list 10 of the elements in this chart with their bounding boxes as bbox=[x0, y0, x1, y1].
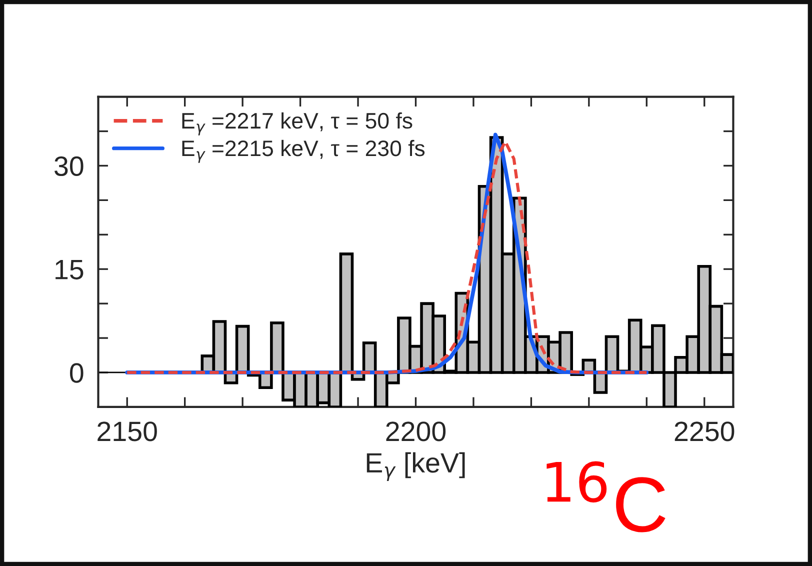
y-tick-label: 0 bbox=[70, 363, 84, 383]
x-axis-title: E$_{γ}$ [keV] bbox=[366, 452, 465, 482]
y-tick-label: 15 bbox=[56, 260, 84, 280]
legend-label: E$_{γ}$ =2215 keV, τ = 230 fs bbox=[182, 140, 425, 163]
text: $^{16}$C bbox=[546, 461, 666, 532]
y-tick-label: 30 bbox=[54, 156, 84, 176]
x-tick-label: 2150 bbox=[98, 422, 157, 442]
x-tick-label: 2200 bbox=[386, 422, 446, 442]
legend-label: E$_{γ}$ =2217 keV, τ = 50 fs bbox=[182, 112, 412, 136]
x-tick-label: 2250 bbox=[674, 422, 734, 442]
